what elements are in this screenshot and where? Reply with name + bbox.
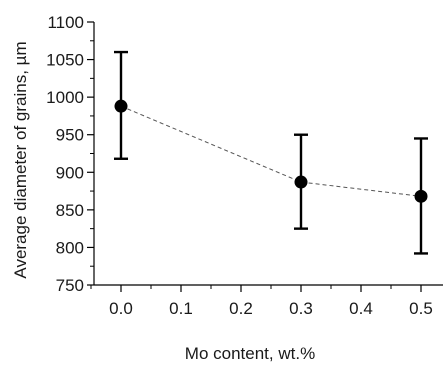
y-tick-label: 850	[56, 201, 84, 220]
y-tick-label: 950	[56, 126, 84, 145]
x-tick-label: 0.2	[229, 299, 253, 318]
x-tick-label: 0.1	[169, 299, 193, 318]
x-tick-label: 0.5	[409, 299, 433, 318]
y-tick-label: 1050	[46, 51, 84, 70]
y-axis-label: Average diameter of grains, µm	[11, 41, 30, 278]
data-point	[294, 175, 308, 189]
data-point	[114, 99, 128, 113]
data-series	[114, 50, 428, 255]
y-tick-label: 1100	[47, 13, 84, 32]
x-tick-label: 0.3	[289, 299, 313, 318]
axes	[93, 22, 443, 286]
x-tick-label: 0.4	[349, 299, 373, 318]
y-ticks: 750 800 850 900 950 1000 1050 1100	[46, 13, 94, 295]
y-tick-label: 750	[56, 276, 84, 295]
data-point	[414, 189, 428, 203]
x-ticks: 0.0 0.1 0.2 0.3 0.4 0.5	[90, 285, 433, 318]
series-line	[120, 105, 422, 197]
x-tick-label: 0.0	[109, 299, 133, 318]
y-tick-label: 1000	[46, 88, 84, 107]
y-tick-label: 800	[56, 238, 84, 257]
y-tick-label: 900	[56, 163, 84, 182]
x-axis-label: Mo content, wt.%	[185, 344, 315, 363]
